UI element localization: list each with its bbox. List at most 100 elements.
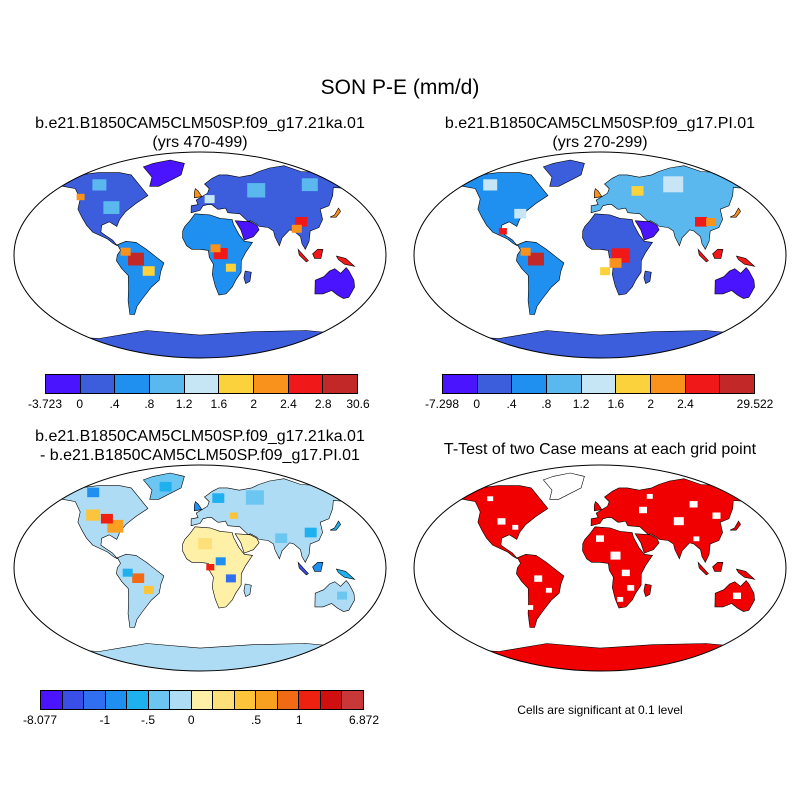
landmass-sumatra [697, 561, 709, 576]
landmass-samerica [516, 553, 565, 628]
colorbar-tick-label: 6.872 [348, 713, 380, 727]
landmass-madagascar [643, 583, 652, 598]
grid-cell-patch [545, 587, 552, 593]
grid-cell-patch [76, 193, 85, 201]
colorbar-swatch [477, 375, 513, 393]
colorbar-tick-label: .8 [144, 397, 155, 411]
grid-cell-patch [225, 263, 236, 272]
colorbar-swatch [105, 691, 128, 709]
landmass-uk [593, 188, 603, 199]
landmass-sumatra [297, 561, 309, 576]
colorbar-swatch [62, 691, 85, 709]
landmass-arabia [234, 533, 260, 554]
grid-cell-patch [497, 518, 506, 525]
grid-cell-patch [498, 228, 507, 235]
colorbar-tick-label: 2.4 [280, 397, 297, 411]
colorbar-tick-label: .5 [250, 713, 262, 727]
map-border [13, 151, 387, 359]
grid-cell-patch [87, 487, 100, 498]
grid-cell-patch [520, 247, 531, 256]
grid-cell-patch [600, 267, 611, 276]
landmass-borneo [712, 562, 724, 572]
grid-cell-patch [610, 551, 621, 560]
landmass-borneo [712, 249, 724, 259]
colorbar-swatch [115, 375, 151, 393]
colorbar-tick-label: 0 [187, 713, 195, 727]
grid-cell-patch [514, 208, 527, 219]
grid-cell-patch [128, 252, 144, 266]
landmass-africa [582, 526, 654, 609]
colorbar-tick-label: 2 [250, 397, 257, 411]
grid-cell-patch [247, 183, 266, 198]
landmass-uk [193, 188, 203, 199]
landmass-arabia [634, 220, 660, 241]
landmass-arabia [234, 220, 260, 241]
grid-cell-patch [596, 535, 604, 542]
colorbar-swatch [234, 691, 257, 709]
panel3-colorbar [40, 690, 364, 710]
panel3-colorbar-ticks: -8.077 -1 -.5 0 .5 1 6.872 [23, 713, 379, 729]
panel1-map [13, 151, 387, 359]
landmass-antarctica [444, 330, 756, 358]
colorbar-tick-label: 1 [295, 713, 303, 727]
grid-cell-patch [337, 591, 348, 600]
grid-cell-patch [143, 585, 154, 594]
colorbar-swatch [720, 375, 755, 393]
colorbar-swatch [170, 691, 192, 709]
colorbar-swatch [127, 691, 149, 709]
colorbar-swatch [443, 375, 478, 393]
grid-cell-patch [512, 524, 519, 530]
grid-cell-patch [627, 585, 635, 591]
landmass-namerica [48, 172, 149, 247]
landmass-japan [329, 520, 341, 531]
grid-cell-patch [212, 493, 225, 503]
grid-cell-patch [142, 266, 155, 276]
colorbar-swatch [41, 691, 63, 709]
map-border [413, 464, 787, 672]
landmass-borneo [312, 249, 324, 259]
panel1-colorbar-ticks: -3.723 0 .4 .8 1.2 1.6 2 2.4 2.8 30.6 [28, 397, 370, 413]
colorbar-tick-label: .4 [109, 397, 120, 411]
colorbar-tick-label: 2 [647, 397, 654, 411]
grid-cell-patch [706, 218, 717, 226]
colorbar-swatch [512, 375, 548, 393]
landmass-borneo [312, 562, 324, 572]
panel4-map [413, 464, 787, 672]
panel3-title: b.e21.B1850CAM5CLM50SP.f09_g17.21ka.01 -… [0, 427, 400, 465]
landmass-sumatra [297, 248, 309, 263]
grid-cell-patch [225, 574, 236, 583]
landmass-greenland [542, 159, 585, 187]
colorbar-tick-label: 1.2 [175, 397, 193, 411]
landmass-australia [714, 267, 755, 299]
grid-cell-patch [122, 568, 133, 577]
colorbar-tick-label: -7.298 [424, 397, 460, 411]
grid-cell-patch [210, 244, 221, 253]
landmass-japan [729, 207, 741, 218]
grid-cell-patch [534, 575, 543, 582]
colorbar-swatch [323, 375, 358, 393]
grid-cell-patch [275, 533, 288, 543]
grid-cell-patch [198, 538, 213, 550]
colorbar-tick-label: -8.077 [22, 713, 58, 727]
panel1-title: b.e21.B1850CAM5CLM50SP.f09_g17.21ka.01 (… [0, 114, 400, 152]
grid-cell-patch [639, 506, 647, 514]
colorbar-tick-label: 0 [473, 397, 481, 411]
panel1-title-case: b.e21.B1850CAM5CLM50SP.f09_g17.21ka.01 [35, 115, 365, 132]
landmass-madagascar [243, 270, 252, 285]
landmass-arabia [634, 533, 660, 554]
colorbar-tick-label: -.5 [140, 713, 156, 727]
landmass-uk [193, 501, 203, 512]
colorbar-tick-label: -1 [99, 713, 111, 727]
landmass-namerica [48, 485, 149, 560]
grid-cell-patch [291, 224, 302, 233]
colorbar-swatch [288, 375, 324, 393]
grid-cell-patch [733, 592, 741, 599]
colorbar-swatch [342, 691, 363, 709]
landmass-madagascar [643, 270, 652, 285]
colorbar-tick-label: 1.6 [210, 397, 228, 411]
landmass-madagascar [243, 583, 252, 598]
grid-cell-patch [646, 494, 653, 499]
grid-cell-patch [295, 217, 307, 227]
colorbar-swatch [150, 375, 185, 393]
landmass-sumatra [697, 248, 709, 263]
